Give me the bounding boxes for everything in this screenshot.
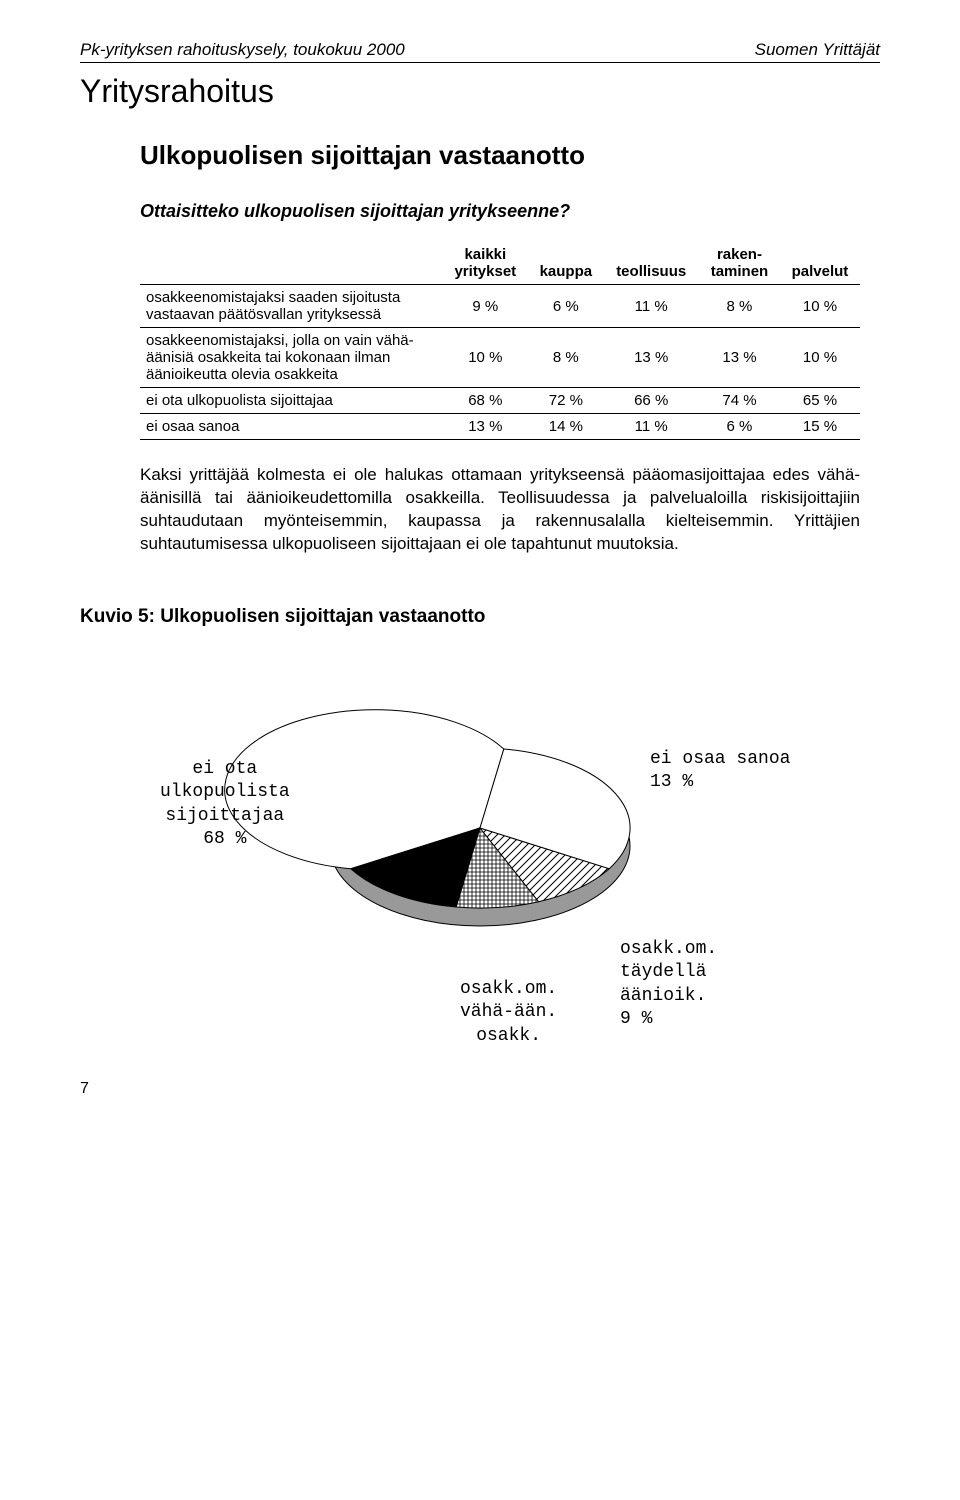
row-label: ei ota ulkopuolista sijoittajaa [140, 388, 442, 414]
section-title: Yritysrahoitus [80, 73, 880, 110]
col-kauppa: kauppa [528, 242, 603, 285]
cell: 6 % [699, 414, 780, 440]
cell: 13 % [442, 414, 528, 440]
row-label: osakkeenomistajaksi saaden sijoitusta va… [140, 285, 442, 328]
table-header-row: kaikkiyritykset kauppa teollisuus raken-… [140, 242, 860, 285]
table-row: ei ota ulkopuolista sijoittajaa 68 % 72 … [140, 388, 860, 414]
cell: 65 % [780, 388, 860, 414]
cell: 11 % [603, 414, 699, 440]
col-kaikki: kaikkiyritykset [442, 242, 528, 285]
table-row: osakkeenomistajaksi saaden sijoitusta va… [140, 285, 860, 328]
pie-chart: ei otaulkopuolistasijoittajaa68 % ei osa… [130, 658, 830, 1078]
table-row: osakkeenomistajaksi, jolla on vain vähä-… [140, 328, 860, 388]
row-label: osakkeenomistajaksi, jolla on vain vähä-… [140, 328, 442, 388]
cell: 13 % [603, 328, 699, 388]
cell: 10 % [780, 328, 860, 388]
pie-label-vaha: osakk.om.vähä-ään.osakk. [460, 978, 557, 1048]
row-label: ei osaa sanoa [140, 414, 442, 440]
body-paragraph: Kaksi yrittäjää kolmesta ei ole halukas … [140, 464, 860, 556]
cell: 8 % [699, 285, 780, 328]
cell: 10 % [442, 328, 528, 388]
cell: 68 % [442, 388, 528, 414]
sub-title: Ulkopuolisen sijoittajan vastaanotto [140, 140, 860, 171]
cell: 6 % [528, 285, 603, 328]
header-left: Pk-yrityksen rahoituskysely, toukokuu 20… [80, 40, 405, 60]
cell: 66 % [603, 388, 699, 414]
pie-label-tayd: osakk.om.täydellääänioik.9 % [620, 938, 717, 1032]
page-header: Pk-yrityksen rahoituskysely, toukokuu 20… [80, 40, 880, 63]
page-number: 7 [80, 1080, 89, 1098]
col-raken: raken-taminen [699, 242, 780, 285]
table-row: ei osaa sanoa 13 % 14 % 11 % 6 % 15 % [140, 414, 860, 440]
col-palvelut: palvelut [780, 242, 860, 285]
cell: 10 % [780, 285, 860, 328]
cell: 14 % [528, 414, 603, 440]
data-table: kaikkiyritykset kauppa teollisuus raken-… [140, 242, 860, 440]
cell: 72 % [528, 388, 603, 414]
cell: 8 % [528, 328, 603, 388]
pie-label-eiota: ei otaulkopuolistasijoittajaa68 % [160, 758, 290, 852]
figure-title: Kuvio 5: Ulkopuolisen sijoittajan vastaa… [80, 606, 880, 628]
cell: 11 % [603, 285, 699, 328]
cell: 13 % [699, 328, 780, 388]
question-text: Ottaisitteko ulkopuolisen sijoittajan yr… [140, 201, 860, 222]
pie-label-eiosaa: ei osaa sanoa13 % [650, 748, 790, 795]
cell: 9 % [442, 285, 528, 328]
cell: 15 % [780, 414, 860, 440]
cell: 74 % [699, 388, 780, 414]
col-teollisuus: teollisuus [603, 242, 699, 285]
header-right: Suomen Yrittäjät [755, 40, 880, 60]
